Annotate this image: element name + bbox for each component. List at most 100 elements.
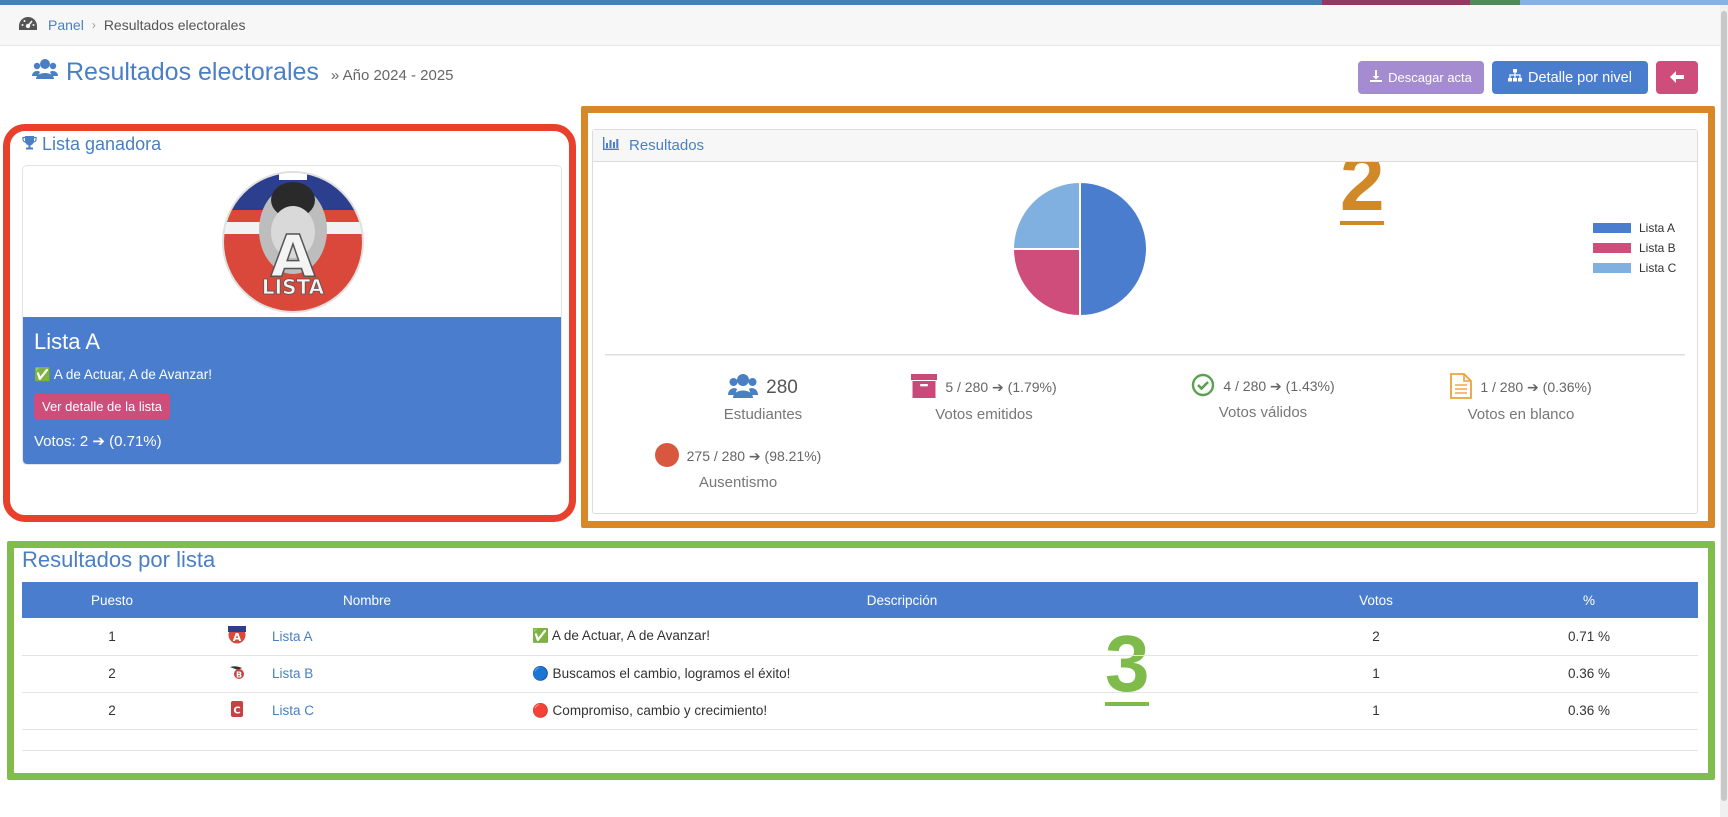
users-icon [728,373,759,402]
stat-students-value: 280 [766,376,798,398]
column-header-percent: % [1582,592,1595,608]
breadcrumb-current: Resultados electorales [103,17,246,33]
annotation-box-1 [3,124,576,522]
results-panel-title: Resultados [629,137,705,154]
legend-swatch [1593,263,1631,273]
red-circle-icon [654,443,679,470]
annotation-number-3: 3 [1105,619,1150,708]
list-b-logo-icon: B [202,655,272,692]
stat-students: 280 Estudiantes [693,373,833,423]
stat-absenteeism-label: Ausentismo [698,474,778,491]
stat-absenteeism-value: 275 / 280 ➔ (98.21%) [686,448,822,464]
winner-section-title: Lista ganadora [22,134,161,155]
legend-label: Lista A [1639,221,1676,235]
dashboard-icon [18,16,38,35]
table-row: 1 A Lista A ✅ A de Actuar, A de Avanzar!… [22,618,1698,655]
download-act-label: Descagar acta [1388,70,1472,85]
stat-valid-votes: 4 / 280 ➔ (1.43%) Votos válidos [1173,373,1353,421]
row-percent: 0.71 % [1567,628,1611,644]
page-scrollbar[interactable] [1720,5,1728,817]
stat-votes-cast: 5 / 280 ➔ (1.79%) Votos emitidos [899,373,1069,423]
svg-text:B: B [236,671,242,680]
check-circle-icon [1191,373,1215,400]
stat-valid-votes-label: Votos válidos [1218,404,1308,421]
breadcrumb: Panel › Resultados electorales [0,5,1720,46]
pie-slice-lista-a[interactable] [1079,180,1148,318]
row-rank: 2 [108,666,116,681]
winner-logo-area: A LISTA [23,166,561,317]
column-header-name: Nombre [342,592,391,608]
level-detail-button[interactable]: Detalle por nivel [1492,61,1648,94]
svg-text:C: C [233,706,240,717]
pie-legend: Lista A Lista B Lista C [1593,218,1676,278]
table-row: 2 B Lista B 🔵 Buscamos el cambio, logram… [22,655,1698,692]
breadcrumb-separator-icon: › [91,18,96,32]
legend-swatch [1593,243,1631,253]
winner-votes: Votos: 2 ➔ (0.71%) [34,433,162,450]
table-header-row: Puesto Nombre Descripción Votos % [22,582,1698,618]
svg-text:A: A [233,631,242,644]
row-votes: 2 [1372,628,1380,644]
view-list-detail-button[interactable]: Ver detalle de la lista [34,393,170,420]
results-panel: Resultados Lista A Lista B Lista C 280 Est… [592,129,1698,514]
stat-blank-votes-label: Votos en blanco [1467,406,1575,423]
row-description: 🔵 Buscamos el cambio, logramos el éxito! [532,665,791,681]
winner-name: Lista A [34,329,101,354]
row-description: 🔴 Compromiso, cambio y crecimiento! [532,702,768,718]
svg-text:A: A [271,222,316,290]
page-subtitle: » Año 2024 - 2025 [330,67,454,84]
results-table: Puesto Nombre Descripción Votos % 1 A Li… [22,582,1698,730]
legend-item-lista-c[interactable]: Lista C [1593,258,1676,278]
results-pie-chart [1011,180,1148,318]
list-c-logo-icon: C [202,692,272,729]
row-percent: 0.36 % [1567,703,1611,718]
ballot-box-icon [911,373,938,402]
column-header-rank: Puesto [90,592,134,608]
pie-slice-lista-b[interactable] [1011,248,1081,318]
stat-valid-votes-value: 4 / 280 ➔ (1.43%) [1223,378,1335,394]
download-icon [1370,70,1383,85]
arrow-left-icon [1670,70,1684,86]
winner-section-label: Lista ganadora [42,134,162,154]
sitemap-icon [1508,69,1522,86]
legend-label: Lista C [1639,261,1677,275]
winner-logo: A LISTA [222,171,364,313]
row-votes: 1 [1372,666,1380,681]
pie-slice-lista-c[interactable] [1011,180,1081,250]
winner-card: A LISTA Lista A ✅ A de Actuar, A de Avan… [22,165,562,465]
download-act-button[interactable]: Descagar acta [1358,61,1484,94]
breadcrumb-home-link[interactable]: Panel [48,17,84,33]
row-rank: 1 [108,628,116,644]
legend-item-lista-a[interactable]: Lista A [1593,218,1676,238]
stat-votes-cast-label: Votos emitidos [935,406,1033,423]
table-row: 2 C Lista C 🔴 Compromiso, cambio y creci… [22,692,1698,729]
list-name-link[interactable]: Lista C [272,703,315,718]
results-divider [605,354,1685,356]
stat-absenteeism: 275 / 280 ➔ (98.21%) Ausentismo [653,443,823,491]
list-name-link[interactable]: Lista B [272,666,314,681]
table-footer-line [22,750,1698,751]
stat-students-label: Estudiantes [723,406,803,423]
results-by-list-title: Resultados por lista [22,547,216,572]
annotation-box-2 [581,106,1715,528]
row-votes: 1 [1372,703,1380,718]
stat-blank-votes-value: 1 / 280 ➔ (0.36%) [1480,379,1592,395]
top-color-stripe [0,0,1728,5]
legend-item-lista-b[interactable]: Lista B [1593,238,1676,258]
column-header-description: Descripción [866,592,938,608]
scrollbar-thumb[interactable] [1721,11,1727,801]
back-button[interactable] [1656,61,1698,94]
list-name-link[interactable]: Lista A [272,628,313,644]
stat-blank-votes: 1 / 280 ➔ (0.36%) Votos en blanco [1436,373,1606,423]
results-panel-header: Resultados [593,130,1697,162]
legend-swatch [1593,223,1631,233]
users-icon [32,58,58,85]
page-header: Resultados electorales » Año 2024 - 2025 [32,58,454,87]
winner-description: ✅ A de Actuar, A de Avanzar! [34,367,212,382]
annotation-box-3 [7,541,1715,780]
legend-label: Lista B [1639,241,1676,255]
bar-chart-icon [603,137,619,154]
page-title: Resultados electorales [66,58,319,86]
row-rank: 2 [108,703,116,718]
